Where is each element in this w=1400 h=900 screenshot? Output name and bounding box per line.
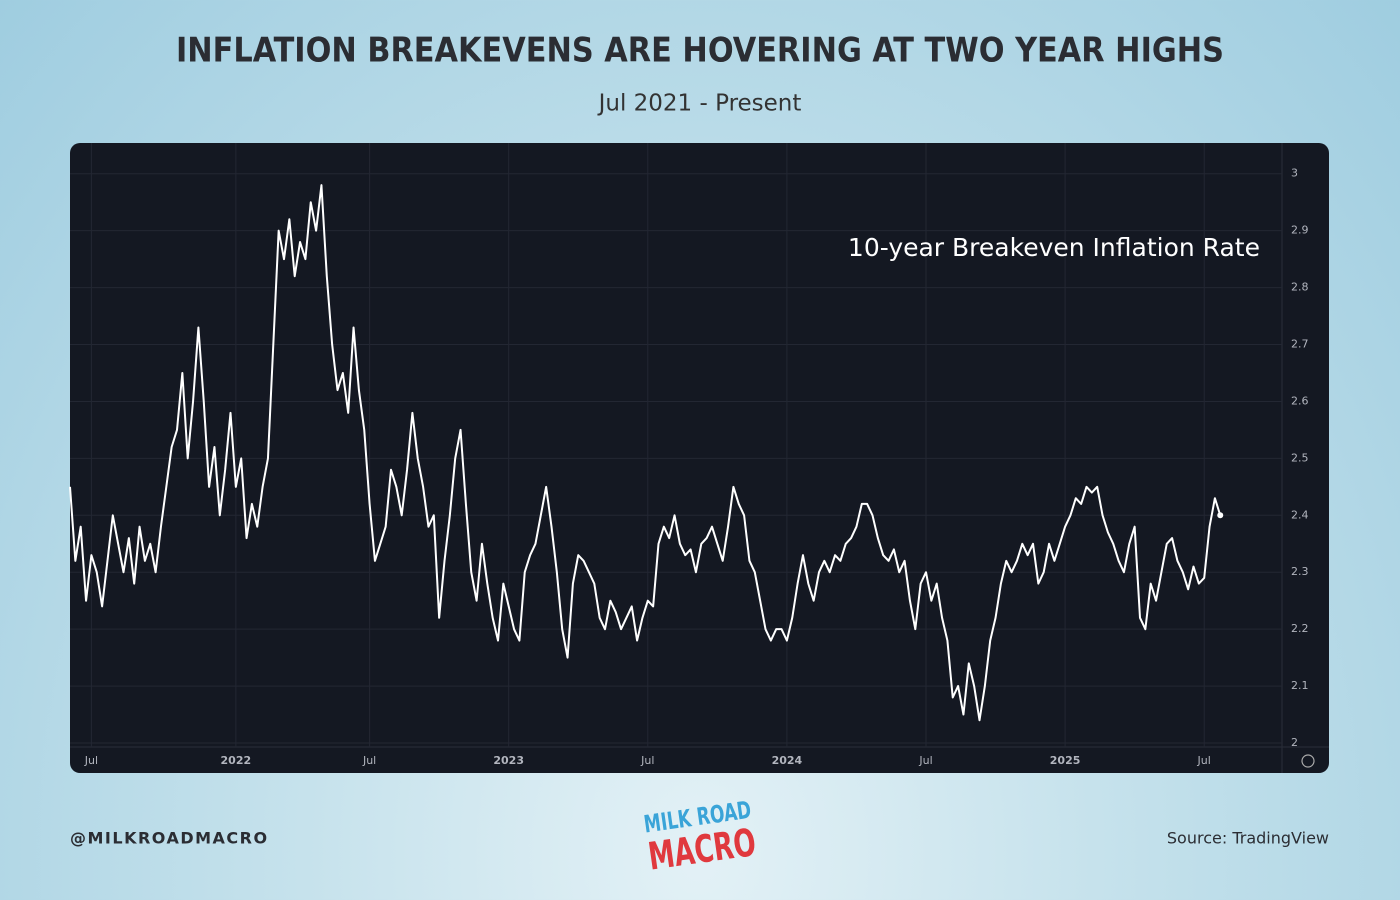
settings-icon[interactable] <box>1301 754 1315 768</box>
y-tick-label: 3 <box>1291 167 1298 180</box>
series-line <box>69 184 1222 722</box>
y-tick-label: 2.3 <box>1291 565 1309 578</box>
chart-title: INFLATION BREAKEVENS ARE HOVERING AT TWO… <box>176 31 1224 71</box>
y-tick-label: 2.4 <box>1291 508 1309 521</box>
source: Source: TradingView <box>1167 829 1329 848</box>
y-tick-label: 2.9 <box>1291 224 1309 237</box>
x-tick-label: Jul <box>1197 754 1211 767</box>
handle: @MILKROADMACRO <box>70 829 269 848</box>
x-tick-label: Jul <box>918 754 932 767</box>
logo: MILK ROAD MACRO <box>642 796 758 879</box>
y-tick-label: 2.7 <box>1291 338 1309 351</box>
x-tick-label: 2024 <box>772 754 803 767</box>
x-tick-label: Jul <box>362 754 376 767</box>
y-tick-label: 2.2 <box>1291 622 1309 635</box>
x-tick-label: 2023 <box>493 754 524 767</box>
y-tick-label: 2 <box>1291 736 1298 749</box>
series-annotation: 10-year Breakeven Inflation Rate <box>848 233 1260 262</box>
x-tick-label: Jul <box>640 754 654 767</box>
y-tick-label: 2.8 <box>1291 281 1309 294</box>
x-tick-label: 2025 <box>1050 754 1081 767</box>
last-point <box>1217 512 1224 519</box>
x-tick-label: Jul <box>84 754 98 767</box>
x-tick-label: 2022 <box>221 754 252 767</box>
y-tick-label: 2.5 <box>1291 451 1309 464</box>
y-tick-label: 2.6 <box>1291 394 1309 407</box>
chart-subtitle: Jul 2021 - Present <box>597 91 802 117</box>
y-tick-label: 2.1 <box>1291 679 1309 692</box>
